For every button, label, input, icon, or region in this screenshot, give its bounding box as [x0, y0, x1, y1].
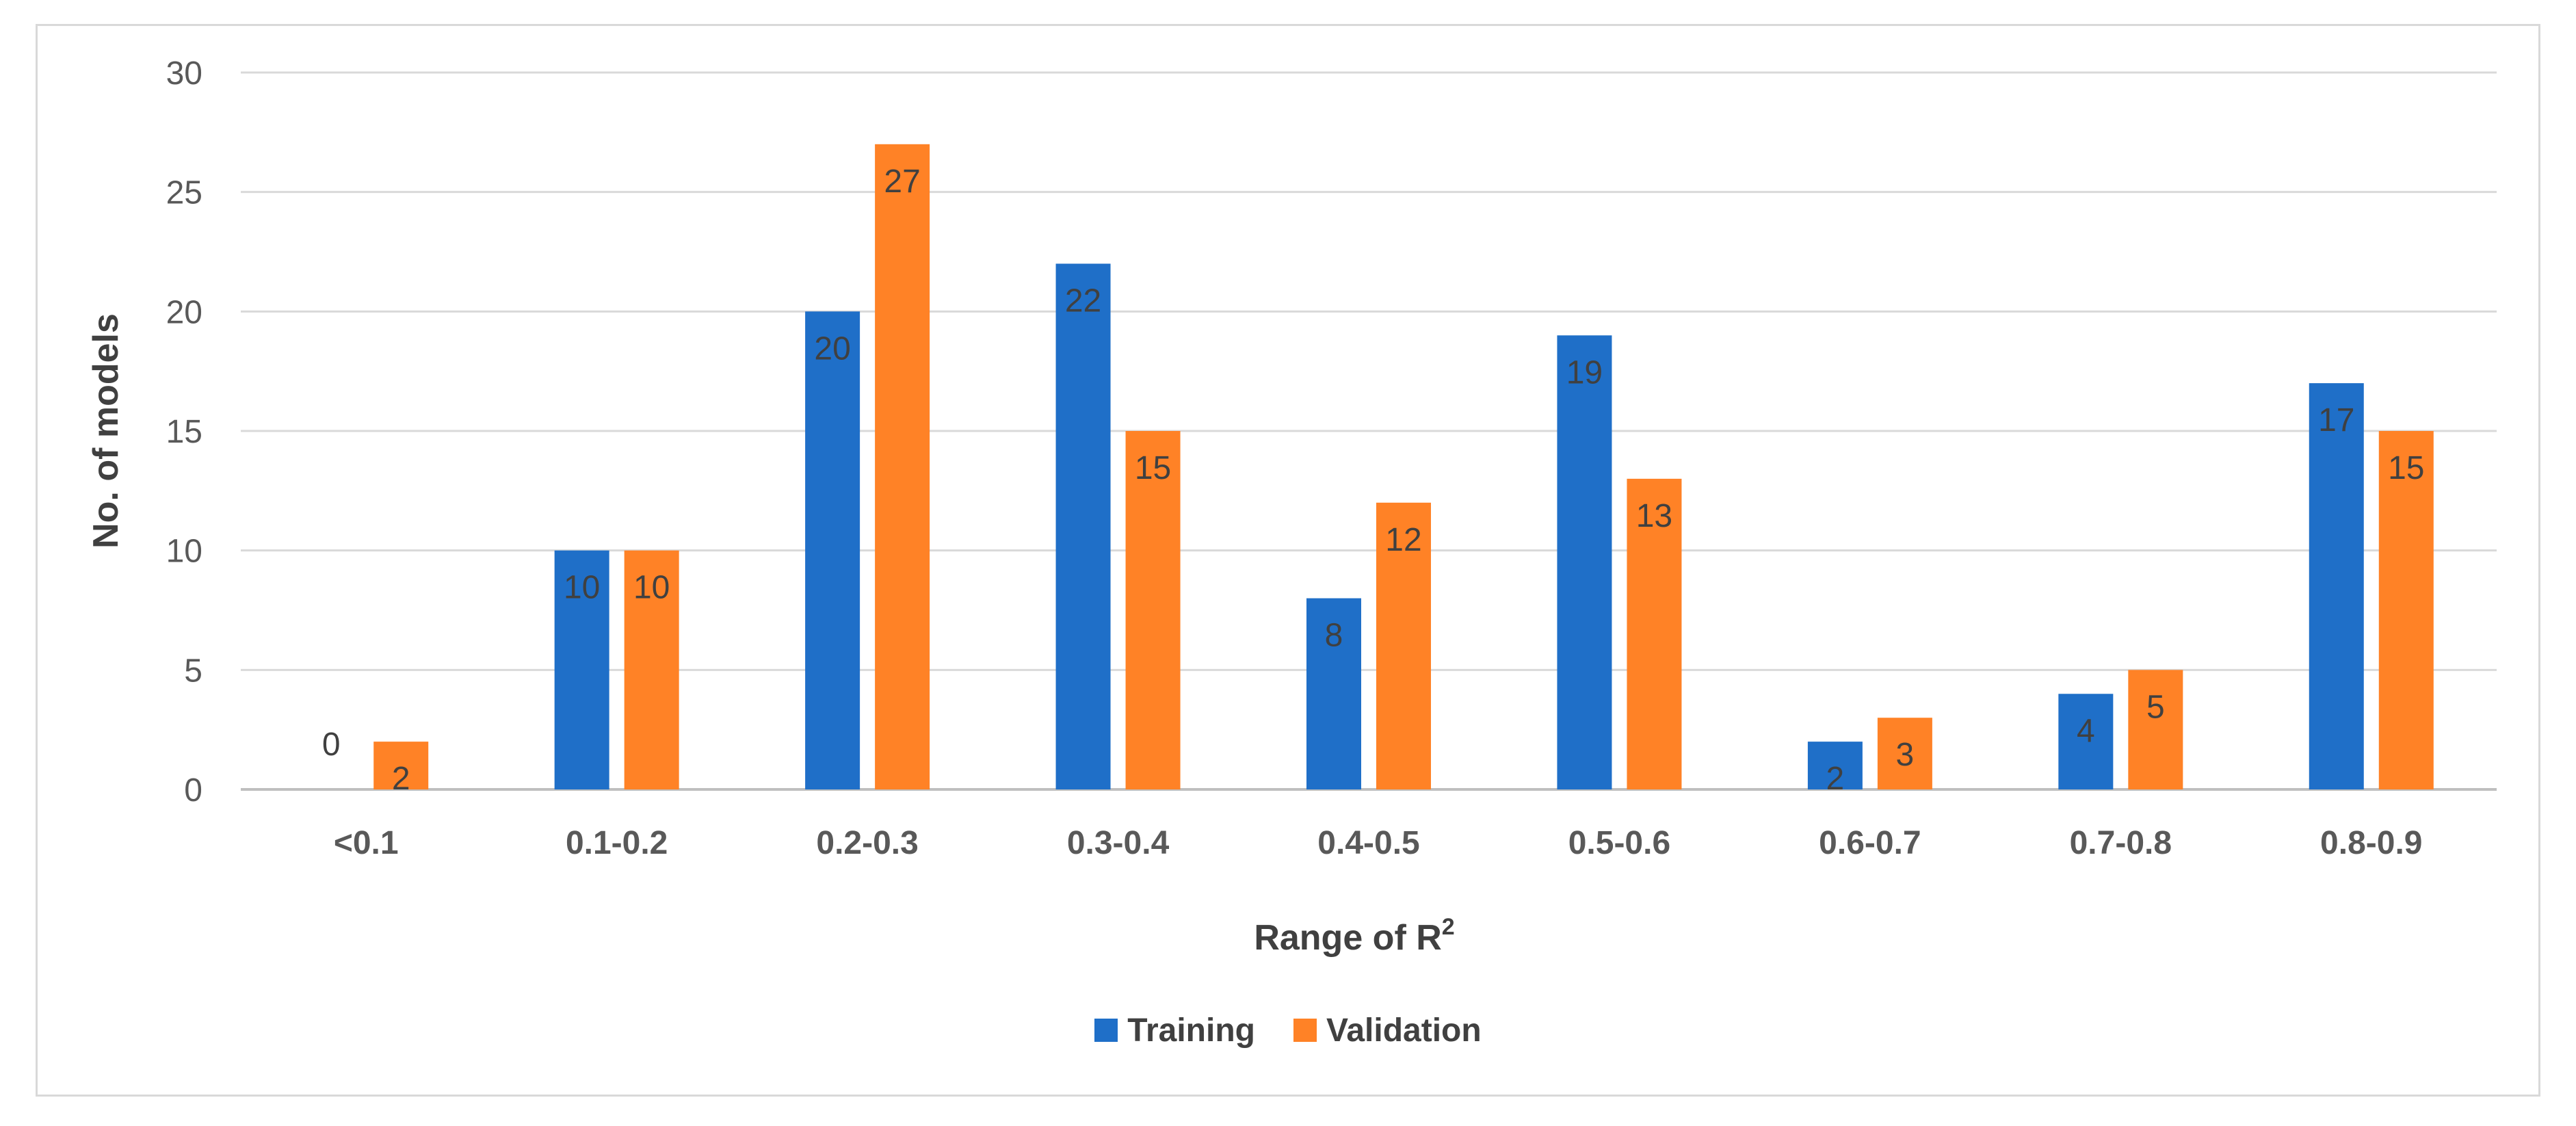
bars — [373, 144, 2434, 790]
bar-validation-0 — [373, 742, 429, 789]
y-tick-label-20: 20 — [166, 294, 202, 330]
x-axis-ticks: <0.1 0.1-0.2 0.2-0.3 0.3-0.4 0.4-0.5 0.5-0.6 0… — [334, 825, 2423, 861]
chart-frame — [36, 24, 2540, 1097]
y-tick-label-25: 25 — [166, 175, 202, 211]
x-axis-label-superscript: 2 — [1442, 914, 1455, 940]
data-label-training-4: 8 — [1325, 618, 1343, 654]
bar-validation-6 — [1877, 718, 1932, 789]
legend-swatch-validation — [1293, 1019, 1317, 1042]
bar-training-3 — [1055, 263, 1111, 789]
x-axis-label: Range of R2 — [1254, 914, 1454, 958]
bar-validation-3 — [1125, 431, 1181, 789]
y-tick-label-30: 30 — [166, 55, 202, 92]
data-label-validation-7: 5 — [2146, 689, 2165, 725]
bar-training-2 — [805, 311, 860, 789]
gridlines — [241, 71, 2497, 791]
data-label-validation-3: 15 — [1135, 450, 1171, 486]
x-tick-label-7: 0.7-0.8 — [2070, 825, 2172, 861]
y-tick-label-0: 0 — [184, 772, 202, 809]
data-label-training-6: 2 — [1826, 761, 1845, 797]
x-tick-label-1: 0.1-0.2 — [566, 825, 668, 861]
bar-training-8 — [2309, 383, 2364, 789]
data-label-validation-4: 12 — [1385, 522, 1421, 558]
bar-validation-8 — [2378, 431, 2434, 789]
x-tick-label-4: 0.4-0.5 — [1317, 825, 1419, 861]
x-axis-label-text: Range of R — [1254, 918, 1441, 958]
legend-label-validation: Validation — [1326, 1012, 1482, 1049]
data-label-validation-6: 3 — [1896, 737, 1915, 773]
legend-item-validation: Validation — [1293, 1012, 1482, 1049]
data-label-training-3: 22 — [1065, 283, 1101, 319]
legend-label-training: Training — [1127, 1012, 1255, 1049]
data-label-training-5: 19 — [1566, 354, 1603, 391]
data-label-validation-1: 10 — [633, 570, 670, 606]
data-label-validation-0: 2 — [392, 761, 410, 797]
bar-training-5 — [1557, 335, 1612, 789]
bar-validation-5 — [1627, 478, 1682, 789]
bar-training-1 — [554, 550, 609, 789]
bar-training-4 — [1306, 598, 1361, 789]
x-tick-label-6: 0.6-0.7 — [1819, 825, 1921, 861]
bar-validation-4 — [1376, 502, 1431, 789]
x-tick-label-5: 0.5-0.6 — [1568, 825, 1670, 861]
bar-validation-1 — [624, 550, 679, 789]
x-tick-label-3: 0.3-0.4 — [1067, 825, 1170, 861]
data-label-training-2: 20 — [814, 330, 850, 367]
data-label-training-7: 4 — [2077, 713, 2095, 749]
data-label-validation-8: 15 — [2388, 450, 2424, 486]
legend-item-training: Training — [1094, 1012, 1255, 1049]
x-tick-label-0: <0.1 — [334, 825, 399, 861]
bar-training-6 — [1807, 742, 1863, 789]
legend: Training Validation — [0, 1010, 2576, 1051]
bar-training-7 — [2058, 694, 2114, 789]
x-tick-label-8: 0.8-0.9 — [2320, 825, 2422, 861]
data-label-training-0: 0 — [322, 726, 341, 763]
data-label-validation-5: 13 — [1636, 498, 1672, 534]
y-tick-label-5: 5 — [184, 653, 202, 689]
bar-validation-2 — [875, 144, 930, 790]
y-tick-label-15: 15 — [166, 414, 202, 450]
y-tick-label-10: 10 — [166, 534, 202, 570]
legend-swatch-training — [1094, 1019, 1118, 1042]
y-axis-label: No. of models — [86, 313, 126, 549]
bar-validation-7 — [2128, 670, 2183, 789]
data-label-training-1: 10 — [564, 570, 600, 606]
data-label-training-8: 17 — [2318, 402, 2354, 438]
data-label-validation-2: 27 — [884, 163, 920, 200]
data-labels: 0 2 10 10 20 27 22 15 8 12 19 13 2 3 4 5 17 15 — [322, 163, 2425, 797]
x-tick-label-2: 0.2-0.3 — [816, 825, 918, 861]
y-axis-ticks: 0 5 10 15 20 25 30 — [166, 55, 202, 809]
